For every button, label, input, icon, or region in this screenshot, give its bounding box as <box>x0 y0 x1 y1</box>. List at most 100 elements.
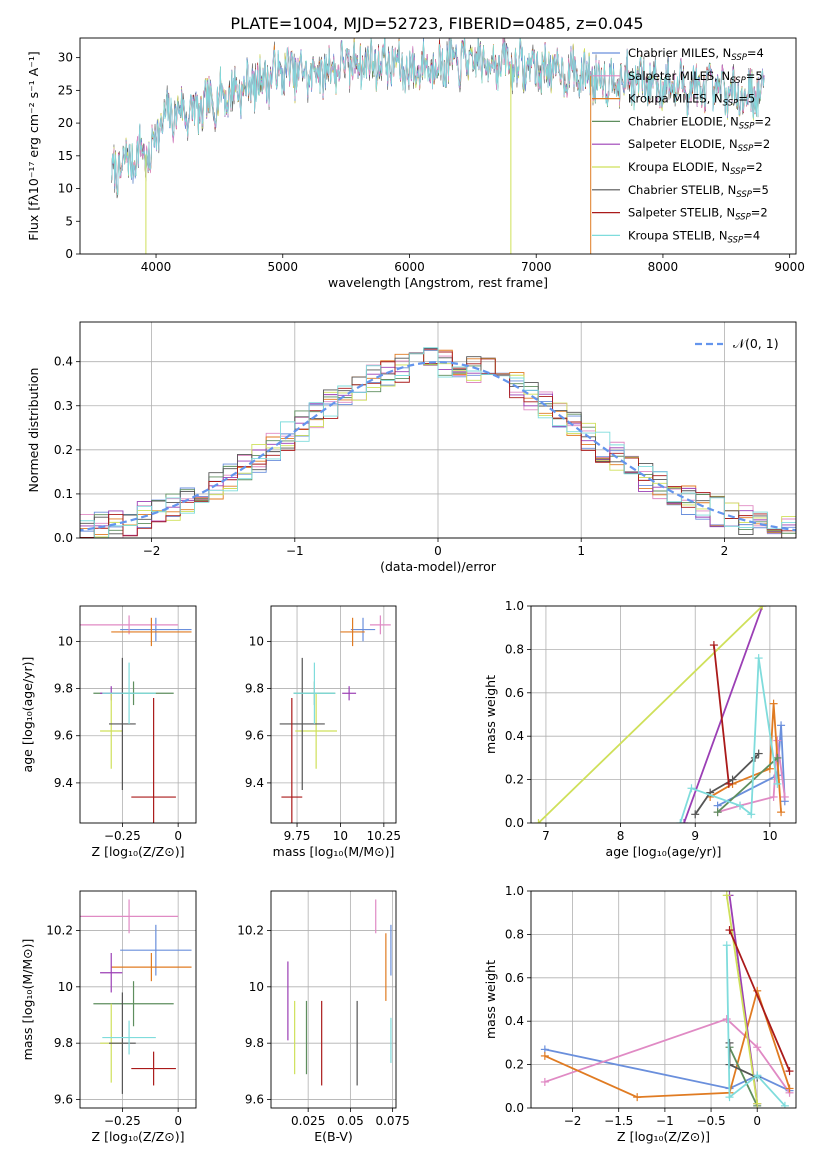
legend-nssp-sub: SSP <box>735 213 751 223</box>
legend-nssp-sub: SSP <box>738 144 754 154</box>
y-axis-label: Flux [fλ10⁻¹⁷ erg cm⁻² s⁻¹ A⁻¹] <box>26 51 41 240</box>
legend-nssp-value: = <box>752 183 762 197</box>
x-tick-label: 7000 <box>521 260 552 274</box>
y-tick-label: 0.2 <box>54 443 73 457</box>
legend-nssp-value: = <box>754 114 764 128</box>
legend-nssp-value: = <box>746 69 756 83</box>
x-tick-label: −0.25 <box>104 1114 141 1128</box>
y-tick-label: 9.6 <box>54 1093 73 1107</box>
weight-line-kroupa-stelib <box>725 945 786 1107</box>
axes-frame <box>530 890 797 1109</box>
x-axis-label: age [log₁₀(age/yr)] <box>606 844 722 859</box>
legend-entry: 𝒩(0, 1) <box>733 336 779 351</box>
legend-nssp-value: = <box>753 137 763 151</box>
y-tick-label: 0.0 <box>505 816 524 830</box>
plot-area-mass_ebv <box>287 899 392 1086</box>
axes-frame <box>79 37 797 255</box>
weight-line-salpeter-stelib <box>728 929 791 1072</box>
weight-line-kroupa-stelib <box>679 657 779 823</box>
figure-title: PLATE=1004, MJD=52723, FIBERID=0485, z=0… <box>230 14 643 33</box>
y-tick-label: 0.0 <box>54 531 73 545</box>
legend-entry: Chabrier MILES, NSSP=4 <box>628 46 764 63</box>
legend-model: Salpeter STELIB <box>628 206 719 220</box>
plot-area-age_Z <box>80 615 192 823</box>
legend-nssp-sub: SSP <box>730 76 746 86</box>
legend-nssp-prefix: , N <box>719 206 735 220</box>
y-tick-label: 0.1 <box>54 487 73 501</box>
x-tick-label: 9000 <box>774 260 805 274</box>
x-tick-label: 0.05 <box>337 1114 364 1128</box>
legend-nssp-sub: SSP <box>739 121 755 131</box>
y-axis-label: age [log₁₀(age/yr)] <box>20 657 35 773</box>
legend-nssp: 4 <box>753 228 760 242</box>
legend-entry: Salpeter STELIB, NSSP=2 <box>628 206 768 223</box>
legend-nssp-sub: SSP <box>736 190 752 200</box>
x-tick-label: 7 <box>542 829 550 843</box>
y-tick-label: 0.4 <box>505 729 524 743</box>
plot-area-spectrum <box>111 38 765 254</box>
legend-nssp-prefix: , N <box>712 228 728 242</box>
legend-nssp: 2 <box>760 206 767 220</box>
legend-entry: Kroupa ELODIE, NSSP=2 <box>628 160 763 177</box>
x-tick-label: −1 <box>656 1114 674 1128</box>
y-tick-label: 10 <box>249 980 264 994</box>
y-tick-label: 10.2 <box>46 923 73 937</box>
legend-nssp-sub: SSP <box>728 235 744 245</box>
x-tick-label: 5000 <box>267 260 298 274</box>
y-tick-label: 0 <box>65 247 73 261</box>
x-axis-label: Z [log₁₀(Z/Z⊙)] <box>92 844 185 859</box>
legend-entry: Chabrier STELIB, NSSP=5 <box>628 183 769 200</box>
x-axis-label: mass [log₁₀(M/M⊙)] <box>273 844 395 859</box>
y-tick-label: 9.6 <box>245 729 264 743</box>
legend-nssp: 2 <box>763 137 770 151</box>
x-tick-label: −1.5 <box>604 1114 633 1128</box>
legend-nssp-prefix: , N <box>720 183 736 197</box>
legend-nssp-value: = <box>743 228 753 242</box>
y-tick-label: 9.8 <box>54 682 73 696</box>
legend-model: Chabrier MILES <box>628 46 715 60</box>
legend-nssp: 4 <box>757 46 764 60</box>
y-axis-label: mass weight <box>483 675 498 754</box>
x-tick-label: 10 <box>333 829 348 843</box>
axes-frame <box>270 890 397 1109</box>
x-axis-label: Z [log₁₀(Z/Z⊙)] <box>617 1129 710 1144</box>
spectrum-model-kroupa-stelib <box>111 38 765 196</box>
weight-line-salpeter-miles <box>544 1018 791 1094</box>
x-tick-label: 1 <box>577 544 585 558</box>
x-tick-label: 2 <box>721 544 729 558</box>
y-tick-label: 25 <box>58 83 73 97</box>
x-tick-label: 0 <box>753 1114 761 1128</box>
legend-nssp-sub: SSP <box>723 99 739 109</box>
axes-frame <box>270 605 397 824</box>
x-axis-label: E(B-V) <box>314 1129 353 1144</box>
y-tick-label: 0.3 <box>54 399 73 413</box>
y-tick-label: 10 <box>58 980 73 994</box>
y-tick-label: 1.0 <box>505 599 524 613</box>
y-tick-label: 30 <box>58 51 73 65</box>
y-tick-label: 0.8 <box>505 927 524 941</box>
legend-nssp-prefix: , N <box>715 46 731 60</box>
panel-residuals: −2 −1 0 1 2 0.0 0.1 0.2 0.3 0.4 (data-model)/error… <box>26 321 797 574</box>
panel-weight_age: 7 8 9 10 0.0 0.2 0.4 0.6 0.8 1.0 age [log₁₀(age/yr… <box>483 599 797 859</box>
y-tick-label: 9.4 <box>54 776 73 790</box>
weight-line-chabrier-miles <box>544 1048 790 1092</box>
legend-entry: Chabrier ELODIE, NSSP=2 <box>628 114 771 131</box>
y-tick-label: 0.4 <box>505 1014 524 1028</box>
legend-nssp: 5 <box>748 92 755 106</box>
legend-model: Salpeter MILES <box>628 69 714 83</box>
x-tick-label: 0.025 <box>291 1114 325 1128</box>
weight-line-chabrier-elodie <box>717 757 778 813</box>
legend-entry: Salpeter MILES, NSSP=5 <box>628 69 763 86</box>
panel-mass_ebv: 0.025 0.05 0.075 9.6 9.8 10 10.2 E(B-V) <box>237 890 410 1144</box>
legend-nssp-prefix: , N <box>714 160 730 174</box>
legend-nssp: 2 <box>755 160 762 174</box>
weight-line-kroupa-elodie <box>537 606 764 823</box>
panel-spectrum: 4000 5000 6000 7000 8000 9000051015202530wave… <box>26 37 805 290</box>
legend-nssp-value: = <box>747 46 757 60</box>
legend-nssp: 5 <box>755 69 762 83</box>
y-tick-label: 15 <box>58 149 73 163</box>
